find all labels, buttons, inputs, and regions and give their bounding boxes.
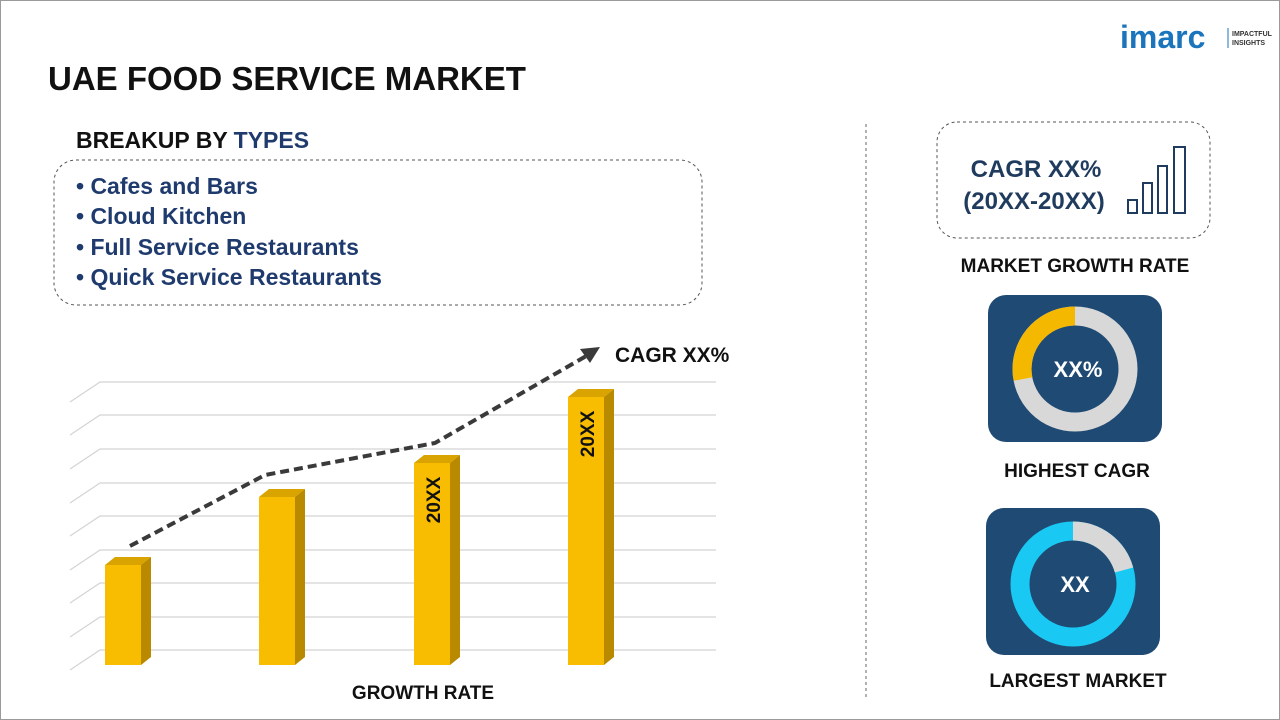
bar: [105, 557, 151, 665]
breakup-heading: BREAKUP BY TYPES: [76, 127, 309, 153]
title: UAE FOOD SERVICE MARKET: [48, 60, 526, 97]
bar: [414, 455, 460, 665]
heading-prefix: BREAKUP BY: [76, 127, 227, 153]
breakup-item: • Quick Service Restaurants: [76, 264, 382, 290]
growth-line: CAGR XX%: [971, 156, 1102, 183]
breakup-item: • Cafes and Bars: [76, 173, 258, 199]
breakup-item: • Full Service Restaurants: [76, 234, 359, 260]
logo: imarc: [1120, 19, 1205, 55]
highest-value: XX%: [1054, 357, 1103, 382]
bar-label: 20XX: [424, 476, 445, 523]
largest-caption: LARGEST MARKET: [989, 671, 1167, 692]
logo-tagline: IMPACTFUL: [1232, 31, 1273, 38]
trend-line: [129, 353, 589, 548]
heading-highlight: TYPES: [234, 127, 309, 153]
logo-tagline: INSIGHTS: [1232, 40, 1265, 47]
growth-icon: [1127, 146, 1186, 214]
donut-arc: [1012, 306, 1076, 381]
donut-track: [1072, 521, 1134, 573]
trend-arrowhead: [580, 347, 600, 363]
bar-label: 20XX: [578, 410, 599, 457]
bars: [105, 389, 614, 665]
highest-caption: HIGHEST CAGR: [1004, 461, 1150, 482]
bar: [568, 389, 614, 665]
breakup-item: • Cloud Kitchen: [76, 203, 246, 229]
chart-grid: [69, 381, 716, 671]
largest-value: XX: [1060, 572, 1090, 597]
growth-caption: MARKET GROWTH RATE: [961, 256, 1190, 277]
trend-label: CAGR XX%: [615, 344, 730, 367]
growth-line: (20XX-20XX): [963, 188, 1104, 215]
bar: [259, 489, 305, 665]
breakup-box: [53, 159, 703, 306]
growth-box: [936, 121, 1211, 239]
axis-label: GROWTH RATE: [352, 683, 494, 704]
